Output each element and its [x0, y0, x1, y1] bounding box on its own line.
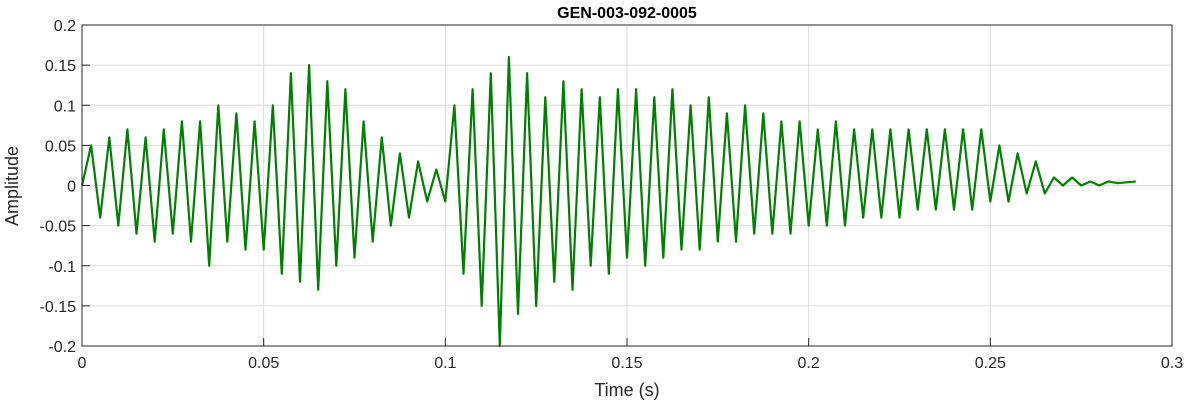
- y-tick-label: -0.15: [40, 299, 77, 316]
- x-tick-label: 0: [78, 355, 87, 372]
- series-group: [80, 55, 1136, 348]
- x-tick-label: 0.2: [798, 355, 820, 372]
- chart-title: GEN-003-092-0005: [557, 5, 697, 22]
- y-tick-label: 0.1: [54, 98, 76, 115]
- x-axis-ticks: 0 0.05 0.1 0.15 0.2 0.25 0.3: [78, 338, 1183, 372]
- x-tick-label: 0.3: [1161, 355, 1183, 372]
- x-tick-label: 0.25: [975, 355, 1006, 372]
- y-tick-label: -0.1: [48, 259, 76, 276]
- y-tick-label: 0.2: [54, 18, 76, 35]
- y-axis-ticks: -0.2 -0.15 -0.1 -0.05 0 0.05 0.1 0.15 0.2: [40, 18, 90, 356]
- x-tick-label: 0.15: [611, 355, 642, 372]
- y-tick-label: -0.05: [40, 219, 77, 236]
- y-tick-label: 0: [67, 179, 76, 196]
- y-tick-label: 0.15: [45, 58, 76, 75]
- y-tick-label: -0.2: [48, 339, 76, 356]
- signal-waveform-line: [80, 55, 1136, 348]
- x-tick-label: 0.05: [248, 355, 279, 372]
- y-axis-label: Amplitude: [2, 146, 22, 226]
- x-axis-label: Time (s): [594, 380, 659, 400]
- y-tick-label: 0.05: [45, 138, 76, 155]
- x-tick-label: 0.1: [434, 355, 456, 372]
